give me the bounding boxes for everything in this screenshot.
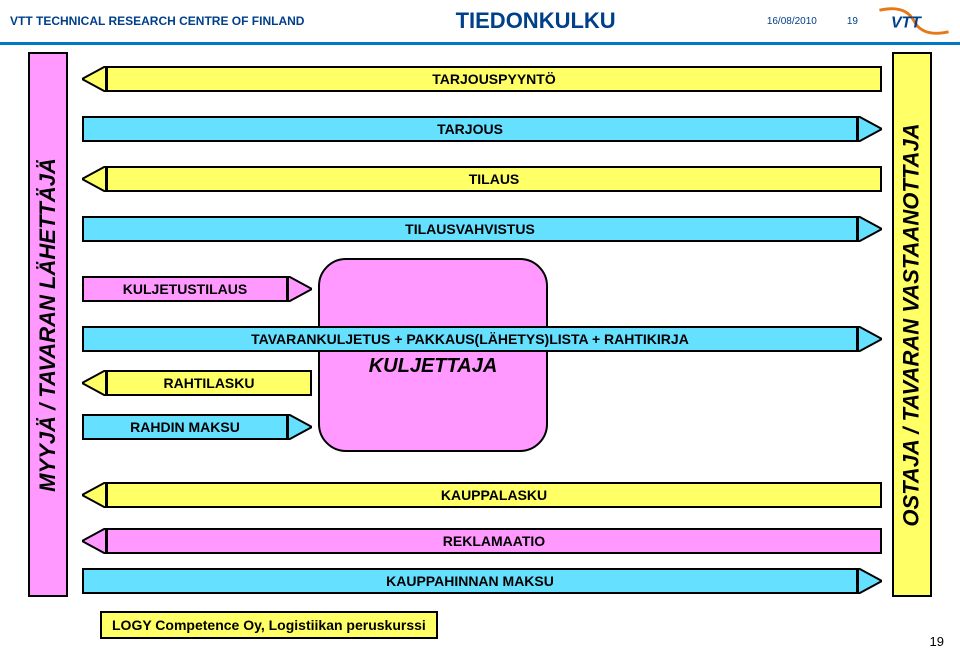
buyer-label: OSTAJA / TAVARAN VASTAANOTTAJA — [899, 123, 925, 526]
flow-box: KULJETUSTILAUS — [82, 276, 288, 302]
header-bar: VTT TECHNICAL RESEARCH CENTRE OF FINLAND… — [0, 0, 960, 42]
flow-box: KAUPPAHINNAN MAKSU — [82, 568, 858, 594]
buyer-column: OSTAJA / TAVARAN VASTAANOTTAJA — [892, 52, 932, 597]
footer: LOGY Competence Oy, Logistiikan peruskur… — [0, 611, 960, 639]
flow-box: REKLAMAATIO — [106, 528, 882, 554]
header-rule — [0, 42, 960, 45]
carrier-line2: KULJETTAJA — [369, 355, 498, 378]
flow-box: KAUPPALASKU — [106, 482, 882, 508]
carrier-box: TAVARAN KULJETTAJA — [318, 258, 548, 452]
flow-diagram: MYYJÄ / TAVARAN LÄHETTÄJÄ OSTAJA / TAVAR… — [28, 50, 932, 599]
flow-box: TARJOUSPYYNTÖ — [106, 66, 882, 92]
header-date: 16/08/2010 — [767, 16, 817, 27]
flow-box: TILAUSVAHVISTUS — [82, 216, 858, 242]
seller-column: MYYJÄ / TAVARAN LÄHETTÄJÄ — [28, 52, 68, 597]
page-number: 19 — [930, 634, 944, 649]
page-title: TIEDONKULKU — [304, 8, 766, 34]
flow-box: TARJOUS — [82, 116, 858, 142]
flow-box: RAHDIN MAKSU — [82, 414, 288, 440]
flow-box: TAVARANKULJETUS + PAKKAUS(LÄHETYS)LISTA … — [82, 326, 858, 352]
footer-credit: LOGY Competence Oy, Logistiikan peruskur… — [100, 611, 438, 639]
header-page: 19 — [847, 16, 858, 27]
flow-box: RAHTILASKU — [106, 370, 312, 396]
flow-box: TILAUS — [106, 166, 882, 192]
svg-text:VTT: VTT — [891, 14, 922, 31]
seller-label: MYYJÄ / TAVARAN LÄHETTÄJÄ — [35, 158, 61, 492]
vtt-logo: VTT — [878, 3, 950, 39]
org-label: VTT TECHNICAL RESEARCH CENTRE OF FINLAND — [10, 14, 304, 28]
